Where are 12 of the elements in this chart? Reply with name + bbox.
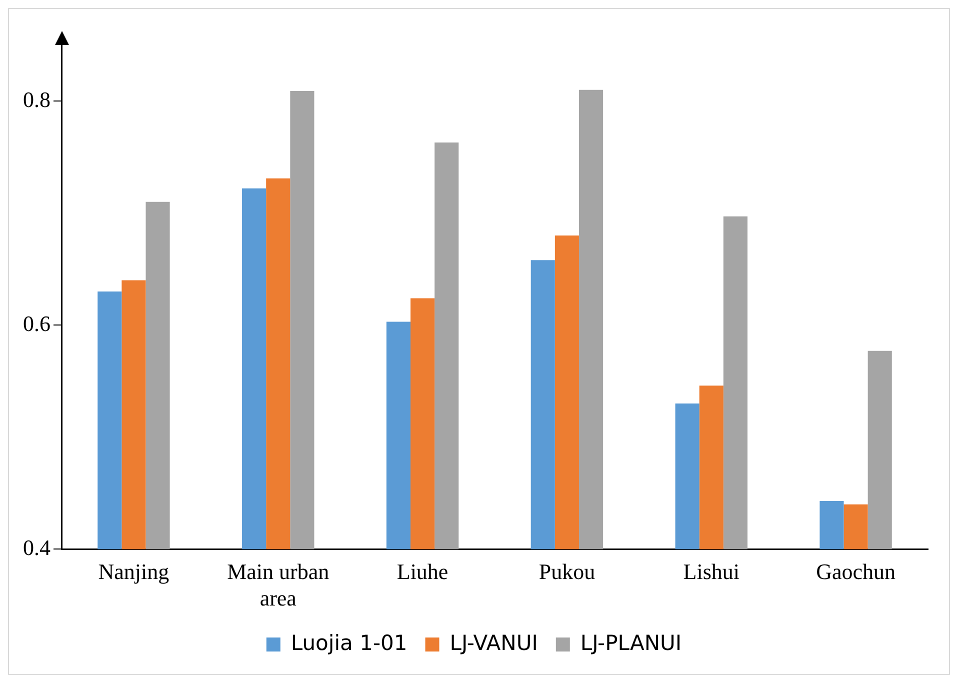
x-tick-label: Lishui (683, 559, 740, 584)
legend-label: LJ-PLANUI (580, 630, 682, 655)
legend-label: LJ-VANUI (450, 630, 538, 655)
legend-label: Luojia 1-01 (290, 630, 408, 655)
x-tick-label: Gaochun (816, 559, 896, 584)
y-tick-label: 0.4 (23, 534, 50, 560)
x-tick-label: Nanjing (98, 559, 170, 584)
x-tick-label: Liuhe (396, 559, 448, 584)
x-tick-label: Main urban area (227, 559, 330, 611)
y-tick-label: 0.8 (23, 86, 50, 112)
y-tick-label: 0.6 (23, 310, 50, 336)
x-tick-label: Pukou (538, 559, 596, 584)
